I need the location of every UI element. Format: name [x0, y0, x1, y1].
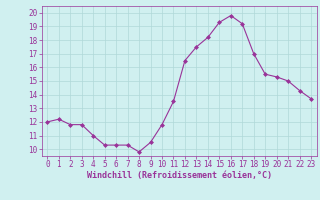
X-axis label: Windchill (Refroidissement éolien,°C): Windchill (Refroidissement éolien,°C) [87, 171, 272, 180]
